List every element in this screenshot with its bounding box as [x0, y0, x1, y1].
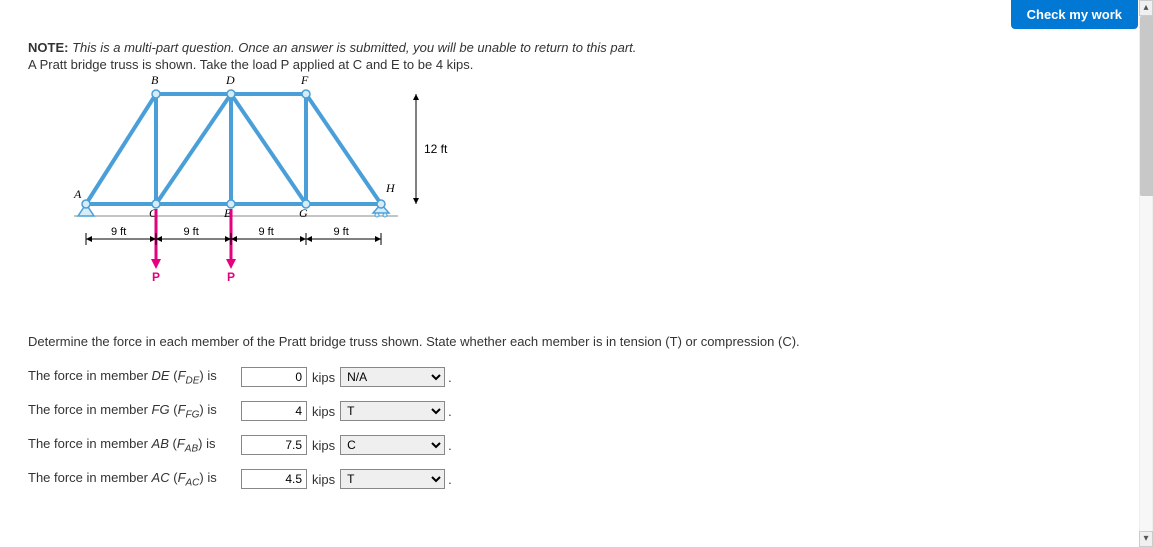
- scroll-down-button[interactable]: ▾: [1139, 531, 1153, 547]
- period: .: [448, 472, 452, 487]
- period: .: [448, 370, 452, 385]
- svg-text:9 ft: 9 ft: [259, 226, 274, 238]
- answer-row: The force in member AC (FAC) is kipsN/ATC…: [28, 469, 1077, 489]
- tc-select[interactable]: N/ATC: [340, 435, 445, 455]
- answer-label: The force in member DE (FDE) is: [28, 368, 238, 387]
- svg-text:9 ft: 9 ft: [184, 226, 199, 238]
- scroll-up-button[interactable]: ▴: [1139, 0, 1153, 16]
- svg-text:D: D: [225, 74, 235, 87]
- unit-label: kips: [310, 472, 337, 487]
- check-my-work-button[interactable]: Check my work: [1011, 0, 1138, 29]
- question-content: NOTE: This is a multi-part question. Onc…: [0, 0, 1105, 489]
- force-input[interactable]: [241, 469, 307, 489]
- prompt-line: A Pratt bridge truss is shown. Take the …: [28, 57, 1077, 72]
- note-text: This is a multi-part question. Once an a…: [72, 40, 636, 55]
- answer-row: The force in member FG (FFG) is kipsN/ATC…: [28, 401, 1077, 421]
- answer-row: The force in member DE (FDE) is kipsN/ATC…: [28, 367, 1077, 387]
- svg-text:A: A: [73, 187, 82, 201]
- svg-text:12 ft: 12 ft: [424, 142, 448, 156]
- unit-label: kips: [310, 404, 337, 419]
- svg-text:9 ft: 9 ft: [334, 226, 349, 238]
- answer-label: The force in member AB (FAB) is: [28, 436, 238, 455]
- answer-row: The force in member AB (FAB) is kipsN/ATC…: [28, 435, 1077, 455]
- period: .: [448, 438, 452, 453]
- truss-figure: ABCDEFGHPP12 ft9 ft9 ft9 ft9 ft: [56, 74, 476, 284]
- svg-text:G: G: [299, 206, 308, 220]
- svg-text:F: F: [300, 74, 309, 87]
- svg-text:P: P: [227, 270, 235, 284]
- svg-text:H: H: [385, 181, 396, 195]
- force-input[interactable]: [241, 401, 307, 421]
- tc-select[interactable]: N/ATC: [340, 367, 445, 387]
- truss-svg: ABCDEFGHPP12 ft9 ft9 ft9 ft9 ft: [56, 74, 476, 284]
- tc-select[interactable]: N/ATC: [340, 469, 445, 489]
- svg-text:B: B: [151, 74, 159, 87]
- answer-label: The force in member FG (FFG) is: [28, 402, 238, 421]
- svg-text:P: P: [152, 270, 160, 284]
- note-line: NOTE: This is a multi-part question. Onc…: [28, 40, 1077, 55]
- answer-label: The force in member AC (FAC) is: [28, 470, 238, 489]
- scroll-track[interactable]: [1139, 16, 1153, 531]
- force-input[interactable]: [241, 435, 307, 455]
- svg-text:9 ft: 9 ft: [111, 226, 126, 238]
- question-text: Determine the force in each member of th…: [28, 334, 1077, 349]
- period: .: [448, 404, 452, 419]
- force-input[interactable]: [241, 367, 307, 387]
- scroll-thumb[interactable]: [1140, 16, 1153, 196]
- note-prefix: NOTE:: [28, 40, 68, 55]
- tc-select[interactable]: N/ATC: [340, 401, 445, 421]
- answers-block: The force in member DE (FDE) iskipsN/ATC…: [28, 367, 1077, 489]
- unit-label: kips: [310, 370, 337, 385]
- unit-label: kips: [310, 438, 337, 453]
